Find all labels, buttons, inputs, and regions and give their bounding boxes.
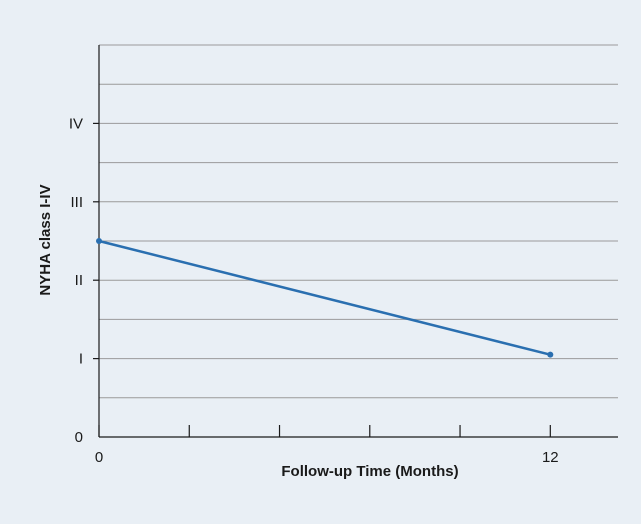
- y-tick-label: III: [70, 194, 83, 211]
- y-tick-label: I: [79, 351, 83, 368]
- data-point: [96, 238, 102, 244]
- series-line: [98, 239, 551, 356]
- y-tick-label: 0: [75, 429, 83, 446]
- y-tick-label: IV: [69, 115, 83, 132]
- x-tick-label: 12: [542, 449, 559, 466]
- y-tick-label: II: [75, 272, 83, 289]
- y-axis-label: NYHA class I-IV: [37, 184, 54, 295]
- x-tick-label: 0: [95, 449, 103, 466]
- series-layer: [96, 238, 554, 358]
- data-point: [547, 351, 554, 358]
- x-axis-label: Follow-up Time (Months): [281, 463, 458, 480]
- grid-layer: [99, 44, 618, 399]
